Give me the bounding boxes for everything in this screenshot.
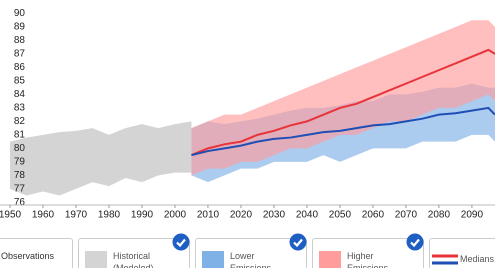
y-tick-label: 78 (14, 170, 26, 181)
toggle-check[interactable] (406, 233, 424, 251)
x-tick-label: 2030 (263, 210, 286, 221)
check-mark (176, 238, 186, 248)
range-band (10, 121, 192, 196)
check-circle (289, 233, 307, 251)
legend-label: Higher Emissions (347, 251, 389, 268)
toggle-check[interactable] (172, 233, 190, 251)
legend-swatch (85, 251, 107, 268)
y-tick-label: 83 (14, 103, 26, 114)
y-tick-label: 86 (14, 62, 26, 73)
legend-label: Lower Emissions (230, 251, 272, 268)
check-circle (172, 233, 190, 251)
legend-swatch (319, 251, 341, 268)
x-tick-label: 1990 (131, 210, 154, 221)
check-mark (293, 238, 303, 248)
x-tick-label: 2070 (395, 210, 418, 221)
y-tick-label: 82 (14, 116, 26, 127)
median-line (191, 48, 495, 157)
y-tick-label: 76 (14, 197, 26, 208)
x-tick-label: 1980 (98, 210, 121, 221)
x-tick-label: 2060 (362, 210, 385, 221)
y-tick-label: 84 (14, 89, 26, 100)
x-tick-label: 2080 (428, 210, 451, 221)
x-tick-label: 2090 (461, 210, 484, 221)
y-tick-label: 77 (14, 183, 26, 194)
y-tick-label: 87 (14, 49, 26, 60)
y-tick-label: 85 (14, 76, 26, 87)
legend-higher[interactable]: Higher Emissions (312, 233, 424, 268)
y-tick-label: 79 (14, 156, 26, 167)
x-tick-label: 2040 (296, 210, 319, 221)
y-tick-label: 90 (14, 8, 26, 19)
y-tick-label: 81 (14, 130, 26, 141)
legend-swatch (432, 254, 458, 265)
legend-lower[interactable]: Lower Emissions (195, 233, 307, 268)
x-tick-label: 1950 (0, 210, 22, 221)
y-tick-label: 88 (14, 35, 26, 46)
legend-label: Historical (Modeled) (113, 251, 154, 268)
legend-observations[interactable]: Observations (0, 238, 73, 268)
x-tick-label: 2020 (230, 210, 253, 221)
x-tick-label: 1970 (65, 210, 88, 221)
y-tick-label: 89 (14, 22, 26, 33)
x-tick-label: 1960 (32, 210, 55, 221)
check-circle (406, 233, 424, 251)
legend-label: Medians (460, 254, 495, 264)
x-tick-label: 2000 (164, 210, 187, 221)
x-tick-label: 2050 (329, 210, 352, 221)
legend-swatch (202, 251, 224, 268)
legend-label: Observations (1, 251, 55, 261)
y-tick-label: 80 (14, 143, 26, 154)
chart: 76 77 78 79 80 81 82 83 84 85 86 87 88 89 90 1950 1960 19… (0, 8, 495, 221)
check-mark (410, 238, 420, 248)
legend-medians[interactable]: Medians (429, 238, 495, 268)
legend-historical[interactable]: Historical (Modeled) (78, 233, 190, 268)
toggle-check[interactable] (289, 233, 307, 251)
median-line (191, 106, 495, 157)
x-tick-label: 2010 (197, 210, 220, 221)
range-band (191, 20, 495, 176)
